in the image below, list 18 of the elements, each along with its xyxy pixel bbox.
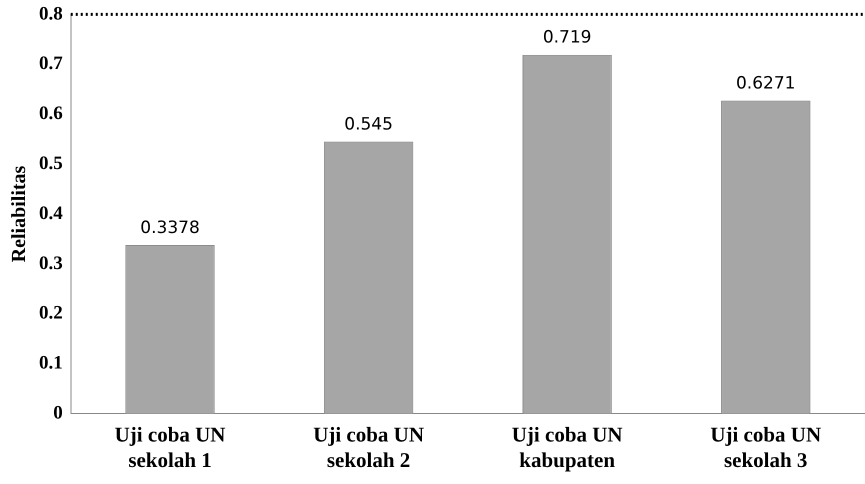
y-tick-label: 0.5 (39, 153, 63, 174)
x-tick-label: Uji coba UN sekolah 2 (313, 422, 424, 472)
y-tick-label: 0.6 (39, 103, 63, 124)
y-tick-label: 0.3 (39, 252, 63, 274)
data-label: 0.3378 (140, 218, 200, 238)
data-label: 0.6271 (736, 74, 796, 94)
y-tick-label: 0.1 (39, 352, 63, 374)
y-tick-label: 0 (53, 402, 63, 424)
data-label: 0.719 (542, 28, 592, 48)
y-tick-label: 0.2 (39, 302, 63, 324)
y-tick-label: 0.4 (39, 202, 64, 224)
data-label: 0.545 (344, 114, 393, 135)
y-tick-label: 0.8 (39, 3, 63, 24)
y-axis-title: Reliabilitas (8, 165, 30, 262)
x-tick-label: Uji coba UN kabupaten (512, 422, 623, 472)
x-tick-label: Uji coba UN sekolah 3 (710, 422, 822, 472)
x-tick-label: Uji coba UN sekolah 1 (114, 422, 226, 472)
y-tick-label: 0.7 (39, 53, 64, 74)
